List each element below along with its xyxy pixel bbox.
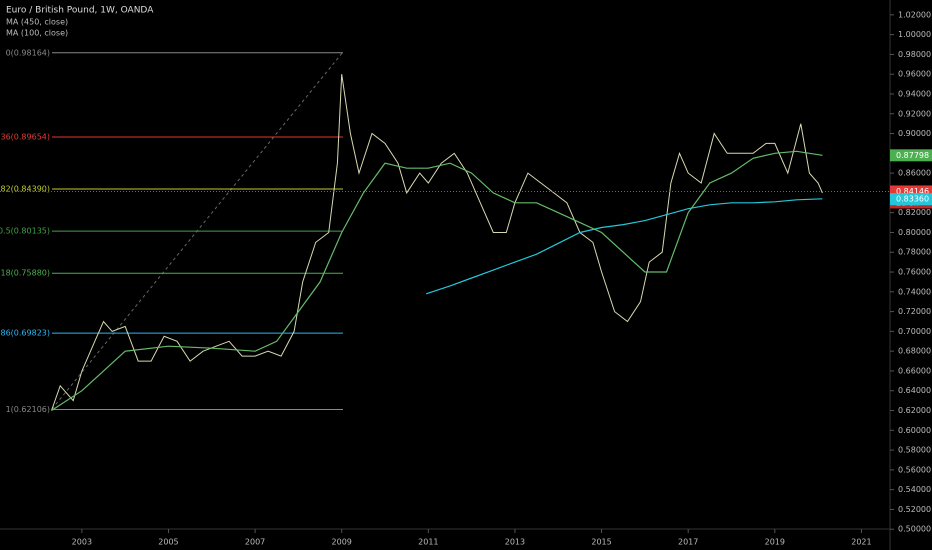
fib-trend-line (51, 51, 344, 410)
y-tick-label: 1.00000 (898, 30, 931, 39)
price-tag (890, 149, 932, 162)
y-tick-label: 0.72000 (898, 307, 931, 316)
x-tick-label: 2015 (591, 538, 611, 547)
y-tick-label: 0.80000 (898, 228, 931, 237)
y-tick-label: 0.82000 (898, 208, 931, 217)
x-tick-label: 2003 (72, 538, 92, 547)
y-tick-label: 0.98000 (898, 50, 931, 59)
legend-entry: MA (100, close) (6, 29, 68, 38)
x-tick-label: 2013 (505, 538, 525, 547)
price-tag (890, 193, 932, 206)
y-tick-label: 0.70000 (898, 327, 931, 336)
legend-entry: MA (450, close) (6, 18, 68, 27)
x-tick-label: 2007 (245, 538, 265, 547)
fib-label: 0.618(0.75880) (0, 269, 50, 278)
y-tick-label: 0.62000 (898, 406, 931, 415)
y-tick-label: 0.66000 (898, 366, 931, 375)
y-tick-label: 0.52000 (898, 505, 931, 514)
x-tick-label: 2021 (851, 538, 871, 547)
y-tick-label: 0.54000 (898, 485, 931, 494)
fib-label: 0.786(0.69823) (0, 329, 50, 338)
y-tick-label: 0.58000 (898, 446, 931, 455)
y-tick-label: 0.96000 (898, 70, 931, 79)
x-tick-label: 2019 (765, 538, 785, 547)
y-tick-label: 0.68000 (898, 347, 931, 356)
fib-label: 0(0.98164) (6, 48, 50, 57)
y-tick-label: 0.56000 (898, 465, 931, 474)
y-tick-label: 0.64000 (898, 386, 931, 395)
y-tick-label: 1.02000 (898, 10, 931, 19)
price-tag-label: 0.87798 (896, 151, 929, 160)
x-tick-label: 2005 (158, 538, 178, 547)
fib-label: 0.382(0.84390) (0, 185, 50, 194)
y-tick-label: 0.90000 (898, 129, 931, 138)
series-line (51, 74, 823, 411)
y-tick-label: 0.94000 (898, 89, 931, 98)
y-tick-label: 0.86000 (898, 169, 931, 178)
series-line (51, 150, 823, 412)
y-tick-label: 0.92000 (898, 109, 931, 118)
price-tag-label: 0.83360 (896, 195, 929, 204)
y-tick-label: 0.76000 (898, 268, 931, 277)
x-tick-label: 2011 (418, 538, 438, 547)
price-tag-label: 0.84146 (896, 187, 929, 196)
fib-label: 1(0.62106) (6, 405, 50, 414)
fib-label: 0.5(0.80135) (0, 227, 50, 236)
series-line (426, 198, 823, 295)
x-tick-label: 2017 (678, 538, 698, 547)
y-tick-label: 0.74000 (898, 287, 931, 296)
y-tick-label: 0.60000 (898, 426, 931, 435)
y-tick-label: 0.50000 (898, 525, 931, 534)
chart-title: Euro / British Pound, 1W, OANDA (6, 6, 154, 16)
x-tick-label: 2009 (332, 538, 352, 547)
fib-label: 0.236(0.89654) (0, 132, 50, 141)
y-tick-label: 0.78000 (898, 248, 931, 257)
